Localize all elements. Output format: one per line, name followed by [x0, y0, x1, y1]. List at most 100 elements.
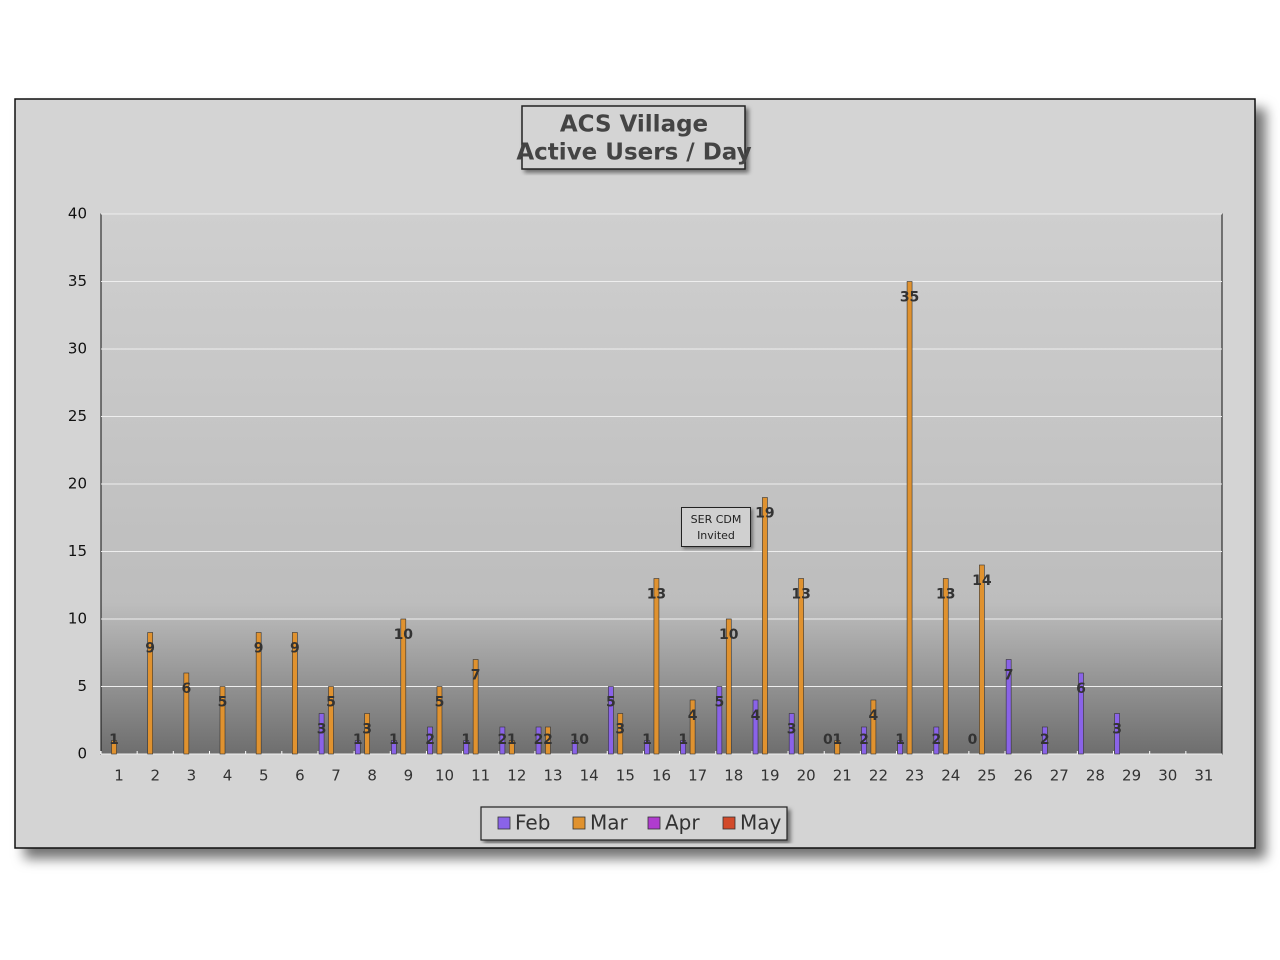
- data-label: 2: [931, 732, 941, 748]
- y-tick-label: 25: [68, 407, 87, 425]
- x-tick-label: 11: [471, 767, 490, 785]
- bar: [535, 726, 542, 755]
- bar: [979, 564, 985, 755]
- y-tick-label: 20: [68, 475, 87, 493]
- data-label: 3: [317, 722, 327, 738]
- x-tick-label: 23: [905, 767, 924, 785]
- x-tick-label: 3: [187, 767, 197, 785]
- y-tick-label: 0: [77, 745, 87, 763]
- x-tick-label: 18: [724, 767, 743, 785]
- x-tick-label: 5: [259, 767, 269, 785]
- chart-title: Active Users / Day: [516, 140, 751, 166]
- x-tick-label: 21: [833, 767, 852, 785]
- data-label: 7: [471, 668, 481, 684]
- data-label: 19: [755, 506, 774, 522]
- data-label: 1: [507, 732, 517, 748]
- bar: [752, 699, 759, 755]
- data-label: 9: [290, 641, 300, 657]
- data-label: 1: [642, 732, 652, 748]
- x-tick-label: 8: [367, 767, 377, 785]
- bar: [834, 740, 841, 755]
- bar: [183, 672, 190, 755]
- bar: [788, 713, 795, 755]
- bar: [328, 686, 334, 755]
- x-tick-label: 6: [295, 767, 305, 785]
- bar: [499, 726, 506, 755]
- x-tick-label: 9: [404, 767, 414, 785]
- data-label: 14: [972, 573, 992, 589]
- data-label: 3: [362, 722, 372, 738]
- annotation: SER CDM Invited: [681, 507, 751, 547]
- data-label: 1: [353, 732, 363, 748]
- bar: [436, 686, 443, 755]
- bar: [689, 699, 696, 755]
- data-label: 1: [389, 732, 399, 748]
- y-tick-label: 10: [68, 610, 87, 628]
- y-tick-label: 5: [77, 677, 87, 695]
- bar: [391, 740, 397, 755]
- chart-title: ACS Village: [560, 112, 708, 138]
- x-tick-label: 17: [688, 767, 707, 785]
- bar: [255, 632, 262, 755]
- bar: [716, 686, 723, 755]
- legend-label: Feb: [515, 811, 550, 835]
- bar: [725, 618, 732, 755]
- data-label: 2: [1040, 732, 1050, 748]
- x-tick-label: 4: [223, 767, 233, 785]
- legend-swatch: [722, 816, 736, 830]
- data-label: 4: [688, 708, 698, 724]
- data-label: 10: [719, 627, 739, 643]
- y-tick-label: 40: [68, 205, 87, 223]
- x-tick-label: 10: [435, 767, 454, 785]
- data-label: 5: [435, 695, 445, 711]
- data-label: 3: [615, 722, 625, 738]
- bar: [545, 726, 551, 755]
- bar: [680, 740, 686, 755]
- x-tick-label: 19: [760, 767, 779, 785]
- bar: [870, 699, 877, 755]
- bar: [318, 713, 325, 755]
- x-tick-label: 15: [616, 767, 635, 785]
- bar: [861, 726, 867, 755]
- legend-label: Apr: [665, 811, 700, 835]
- x-tick-label: 30: [1158, 767, 1177, 785]
- legend-swatch: [647, 816, 661, 830]
- x-tick-label: 2: [150, 767, 160, 785]
- bar: [608, 686, 614, 755]
- x-tick-label: 14: [580, 767, 599, 785]
- bar: [364, 713, 370, 755]
- data-label: 2: [425, 732, 435, 748]
- bar: [147, 632, 153, 755]
- data-label: 1: [570, 732, 580, 748]
- data-label: 3: [787, 722, 797, 738]
- data-label: 13: [936, 587, 955, 603]
- data-label: 5: [218, 695, 228, 711]
- bar: [219, 686, 226, 755]
- x-tick-label: 26: [1014, 767, 1033, 785]
- data-label: 0: [968, 732, 978, 748]
- data-label: 1: [461, 732, 471, 748]
- bar: [1005, 659, 1012, 755]
- legend-swatch: [572, 816, 586, 830]
- data-label: 10: [394, 627, 414, 643]
- x-tick-label: 28: [1086, 767, 1105, 785]
- bar: [292, 632, 298, 755]
- data-label: 1: [895, 732, 905, 748]
- bar: [571, 740, 578, 755]
- bar: [644, 740, 650, 755]
- bar: [463, 740, 470, 755]
- data-label: 3: [1112, 722, 1122, 738]
- y-tick-label: 15: [68, 542, 87, 560]
- data-label: 13: [647, 587, 666, 603]
- bar: [762, 497, 768, 755]
- bar: [933, 726, 940, 755]
- legend-label: May: [740, 811, 782, 835]
- bar: [508, 740, 515, 755]
- bar: [1042, 726, 1048, 755]
- legend-label: Mar: [590, 811, 629, 835]
- data-label: 13: [791, 587, 810, 603]
- x-tick-label: 29: [1122, 767, 1141, 785]
- x-tick-label: 22: [869, 767, 888, 785]
- data-label: 1: [678, 732, 688, 748]
- data-label: 0: [579, 732, 589, 748]
